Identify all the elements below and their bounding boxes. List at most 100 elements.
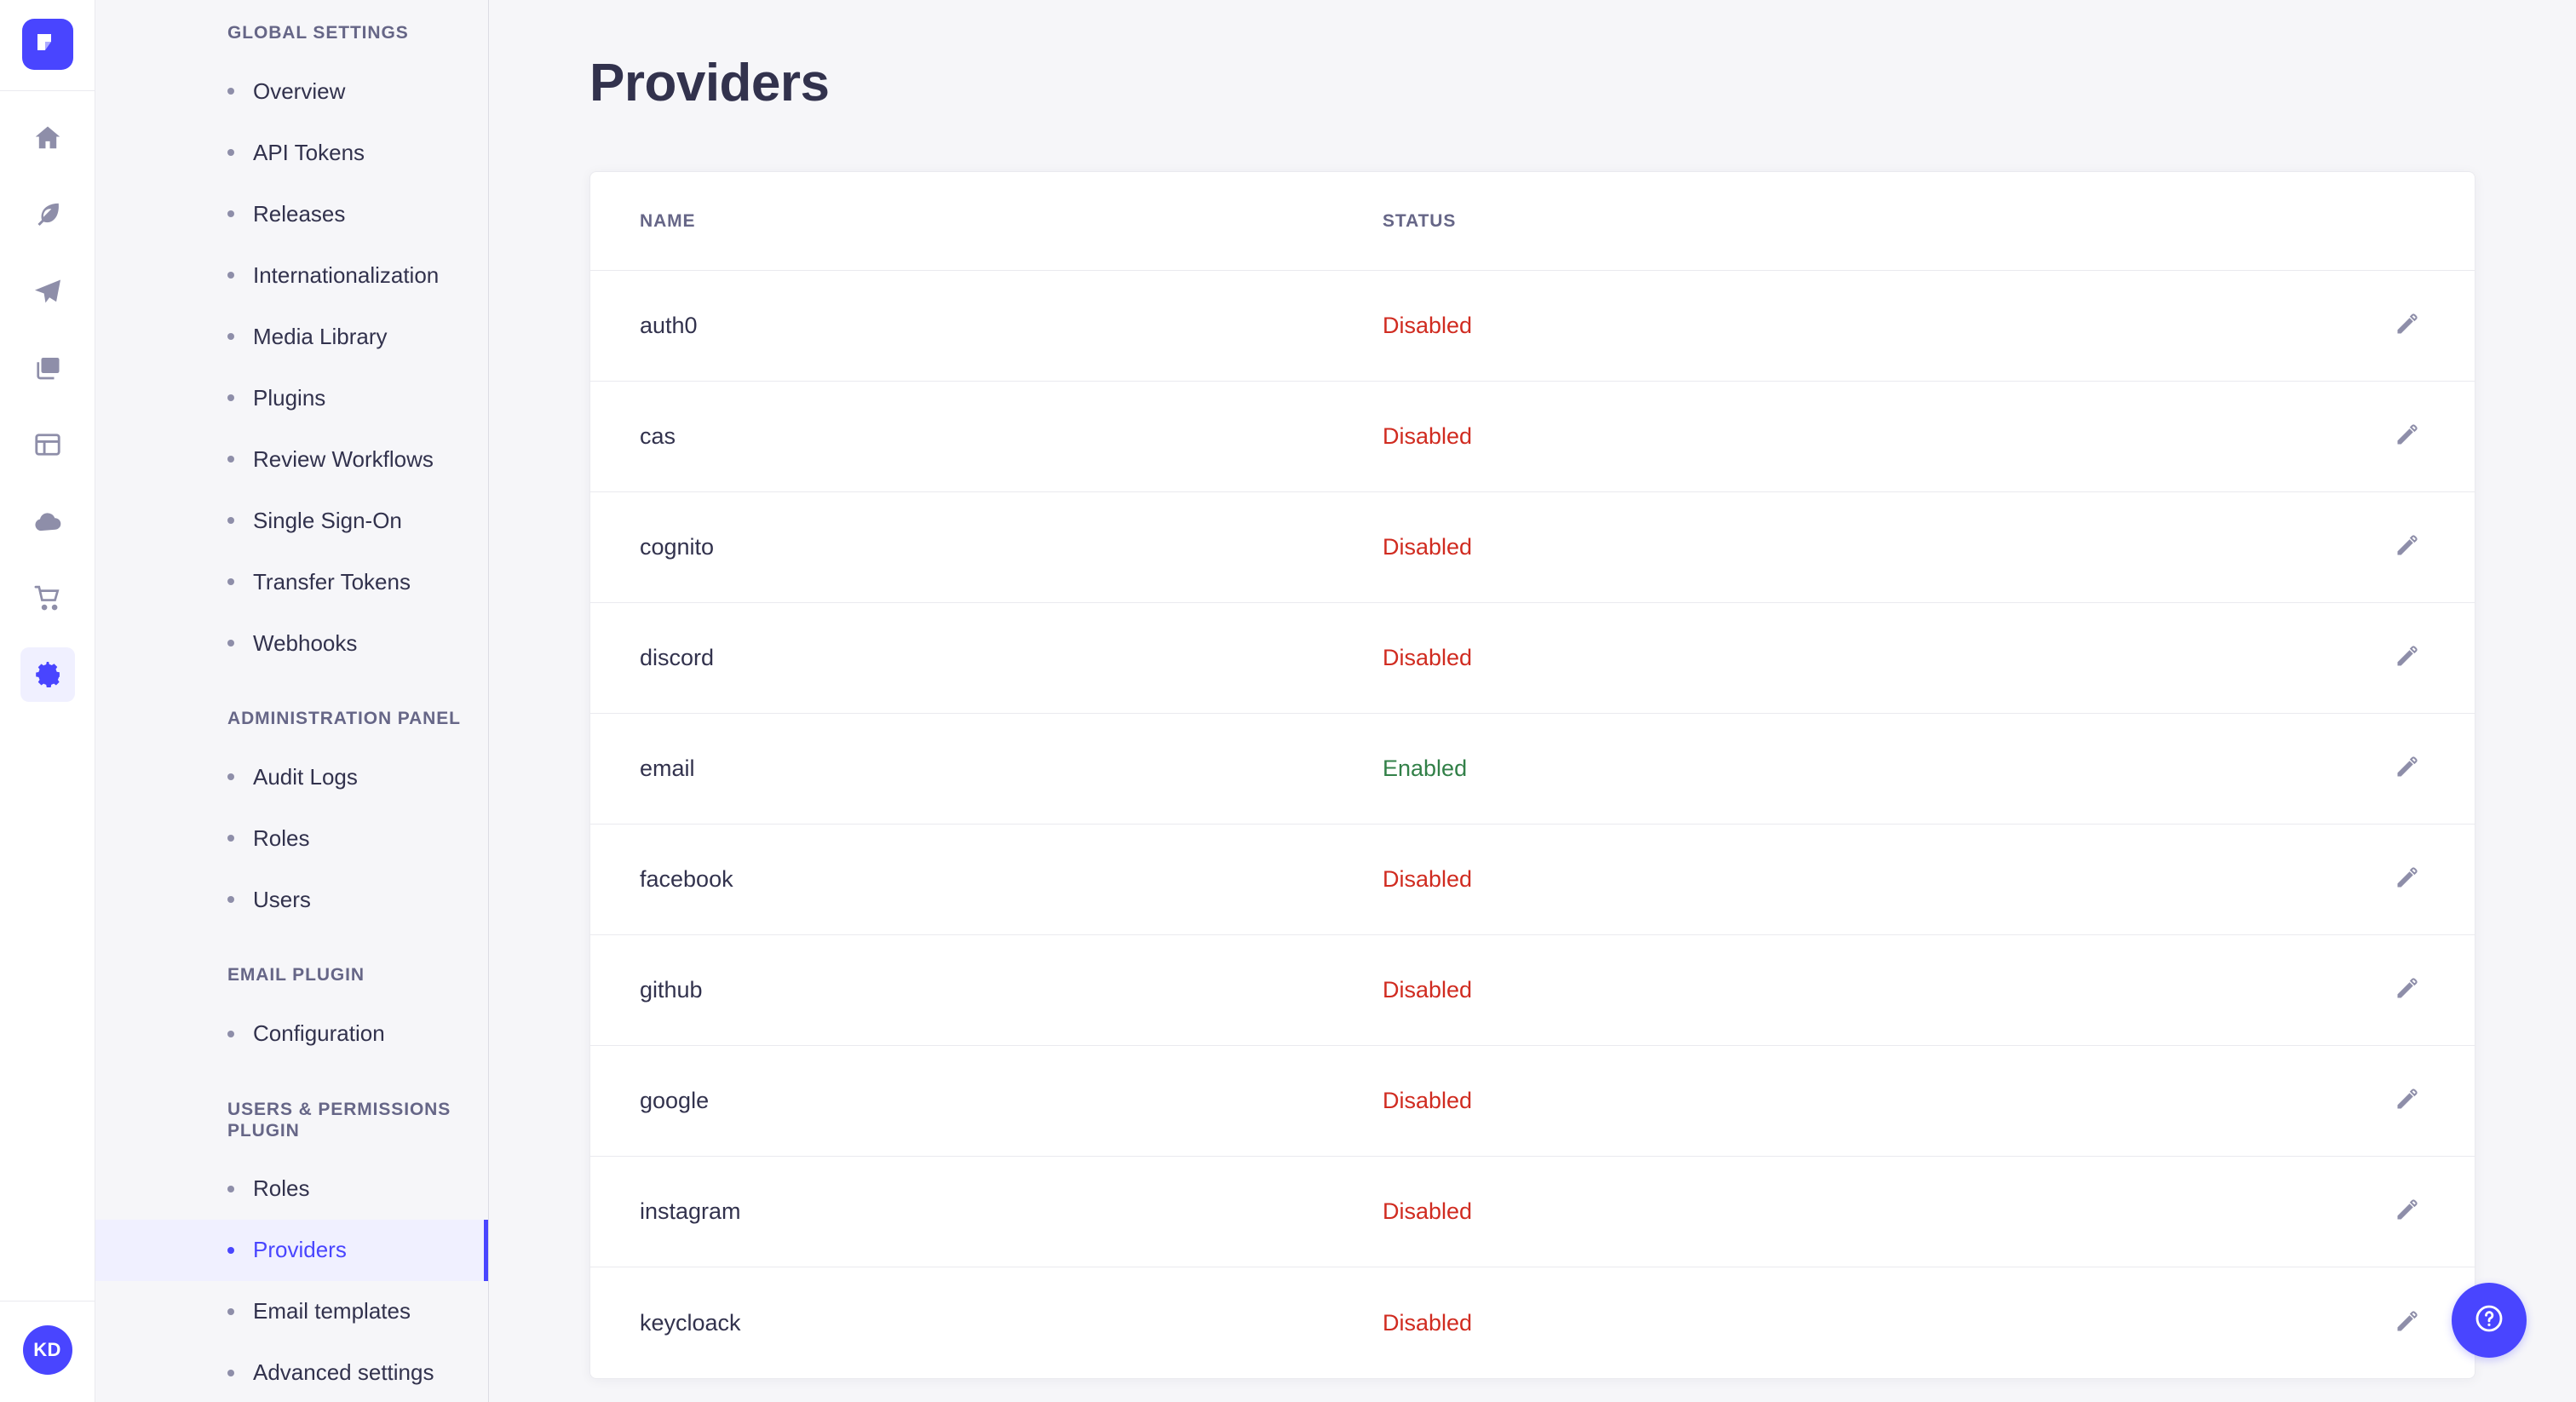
status-badge: Disabled [1383,1198,1473,1224]
row-actions [2338,523,2475,572]
feather-content-manager-icon [32,199,63,230]
primary-icon-rail: KD [0,0,95,1402]
sidebar-item-label: Overview [253,78,346,104]
provider-name: instagram [640,1198,741,1224]
row-actions [2338,634,2475,683]
sidebar-item-up-roles[interactable]: Roles [95,1158,488,1220]
table-row[interactable]: cognito Disabled [590,492,2475,603]
table-row[interactable]: keycloack Disabled [590,1267,2475,1378]
pencil-edit-icon [2394,755,2419,783]
sidebar-item-label: Transfer Tokens [253,568,411,595]
edit-provider-button[interactable] [2382,302,2431,351]
bullet-icon [227,1185,234,1192]
sidebar-item-single-sign-on[interactable]: Single Sign-On [95,490,488,551]
strapi-logo-icon[interactable] [21,19,73,70]
edit-provider-button[interactable] [2382,966,2431,1015]
sidebar-item-label: Single Sign-On [253,507,402,533]
bullet-icon [227,149,234,157]
column-header-status: STATUS [1383,210,1457,231]
sidebar-item-email-templates[interactable]: Email templates [95,1281,488,1342]
sidebar-item-review-workflows[interactable]: Review Workflows [95,428,488,490]
providers-table: NAME STATUS auth0 Disabled cas Disabled cogn… [589,171,2475,1379]
paper-plane-icon [32,276,63,307]
sidebar-item-label: Webhooks [253,629,358,656]
sidebar-item-audit-logs[interactable]: Audit Logs [95,746,488,807]
sidebar-item-overview[interactable]: Overview [95,60,488,122]
nav-section-title-email-plugin: EMAIL PLUGIN [227,965,365,985]
rail-item-media-library[interactable] [20,341,75,395]
rail-item-settings[interactable] [20,647,75,702]
bullet-icon [227,1246,234,1254]
sidebar-item-api-tokens[interactable]: API Tokens [95,122,488,183]
sidebar-item-internationalization[interactable]: Internationalization [95,244,488,306]
table-row[interactable]: facebook Disabled [590,825,2475,935]
edit-provider-button[interactable] [2382,523,2431,572]
column-header-name: NAME [640,210,696,231]
avatar[interactable]: KD [22,1325,72,1375]
rail-item-home[interactable] [20,111,75,165]
provider-name: google [640,1088,710,1113]
provider-name: cas [640,423,676,449]
provider-name: discord [640,645,715,670]
sidebar-item-advanced-settings[interactable]: Advanced settings [95,1342,488,1402]
sidebar-item-releases[interactable]: Releases [95,183,488,244]
sidebar-item-email-configuration[interactable]: Configuration [95,1003,488,1065]
sidebar-item-admin-roles[interactable]: Roles [95,807,488,869]
edit-provider-button[interactable] [2382,412,2431,462]
sidebar-item-media-library[interactable]: Media Library [95,306,488,367]
edit-provider-button[interactable] [2382,744,2431,794]
bullet-icon [227,896,234,904]
cloud-icon [32,506,63,537]
edit-provider-button[interactable] [2382,1077,2431,1126]
table-row[interactable]: cas Disabled [590,382,2475,492]
bullet-icon [227,456,234,463]
sidebar-item-label: Audit Logs [253,763,358,790]
pencil-edit-icon [2394,422,2419,451]
sidebar-item-transfer-tokens[interactable]: Transfer Tokens [95,551,488,612]
bullet-icon [227,1369,234,1376]
rail-item-marketplace[interactable] [20,571,75,625]
home-icon [32,123,63,153]
sidebar-item-label: Internationalization [253,261,440,288]
table-row[interactable]: auth0 Disabled [590,271,2475,382]
status-badge: Disabled [1383,977,1473,1003]
table-row[interactable]: email Enabled [590,714,2475,825]
status-badge: Disabled [1383,645,1473,670]
edit-provider-button[interactable] [2382,634,2431,683]
rail-divider-top [0,90,95,91]
page-title: Providers [589,54,830,112]
table-row[interactable]: google Disabled [590,1046,2475,1157]
rail-item-layout[interactable] [20,417,75,472]
gear-icon [32,659,63,690]
row-actions [2338,302,2475,351]
bullet-icon [227,578,234,586]
edit-provider-button[interactable] [2382,855,2431,905]
sidebar-item-label: Email templates [253,1298,411,1324]
status-badge: Disabled [1383,1088,1473,1113]
sidebar-item-providers[interactable]: Providers [95,1219,488,1281]
table-row[interactable]: instagram Disabled [590,1157,2475,1267]
sidebar-item-label: Users [253,886,311,912]
provider-name: facebook [640,866,733,892]
sidebar-item-label: Roles [253,1175,310,1202]
bullet-icon [227,88,234,95]
rail-item-content-type-builder[interactable] [20,264,75,319]
edit-provider-button[interactable] [2382,1187,2431,1237]
table-row[interactable]: discord Disabled [590,603,2475,714]
sidebar-item-label: API Tokens [253,139,365,165]
sidebar-item-label: Configuration [253,1020,385,1047]
sidebar-item-admin-users[interactable]: Users [95,869,488,930]
sidebar-item-label: Media Library [253,323,388,349]
sidebar-item-webhooks[interactable]: Webhooks [95,612,488,674]
row-actions [2338,412,2475,462]
status-badge: Enabled [1383,756,1468,781]
table-row[interactable]: github Disabled [590,935,2475,1046]
sidebar-item-plugins[interactable]: Plugins [95,367,488,428]
edit-provider-button[interactable] [2382,1298,2431,1347]
help-button[interactable] [2452,1283,2527,1358]
rail-item-content-manager[interactable] [20,187,75,242]
status-badge: Disabled [1383,866,1473,892]
rail-item-cloud[interactable] [20,494,75,549]
provider-name: keycloack [640,1309,741,1336]
